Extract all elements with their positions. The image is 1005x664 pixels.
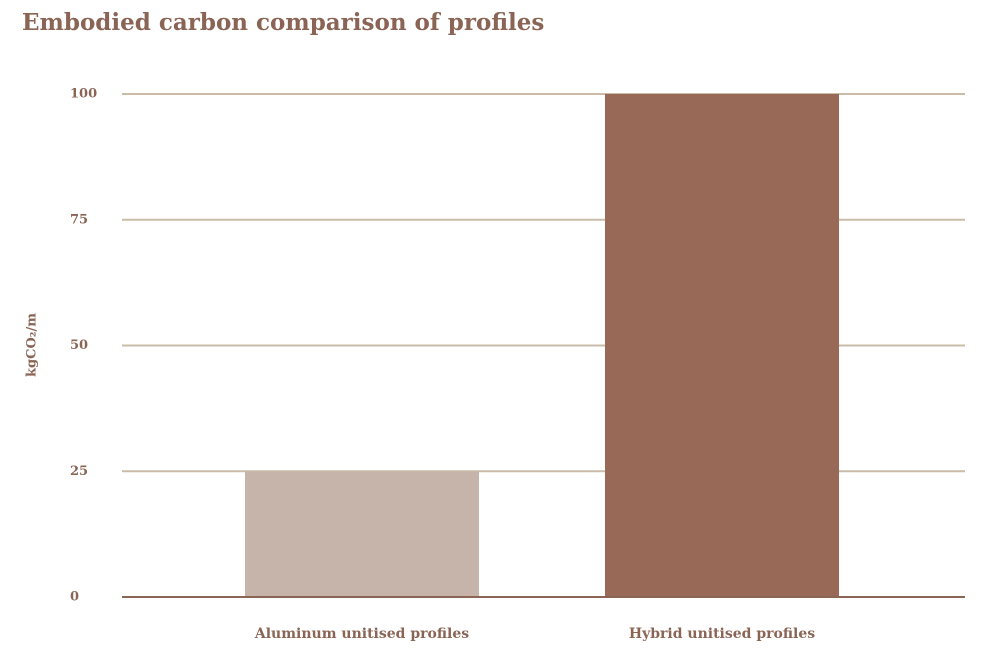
y-tick-label: 100 xyxy=(70,87,97,102)
y-tick-label: 75 xyxy=(70,212,88,227)
x-tick-label: Hybrid unitised profiles xyxy=(629,626,815,642)
y-axis-label: kgCO₂/m xyxy=(25,313,40,377)
x-tick-label: Aluminum unitised profiles xyxy=(254,626,469,642)
bar xyxy=(245,471,479,597)
chart-title: Embodied carbon comparison of profiles xyxy=(22,9,544,36)
y-tick-label: 25 xyxy=(70,464,88,479)
y-tick-label: 50 xyxy=(70,338,88,353)
y-tick-label: 0 xyxy=(70,590,79,605)
bar xyxy=(605,94,839,597)
